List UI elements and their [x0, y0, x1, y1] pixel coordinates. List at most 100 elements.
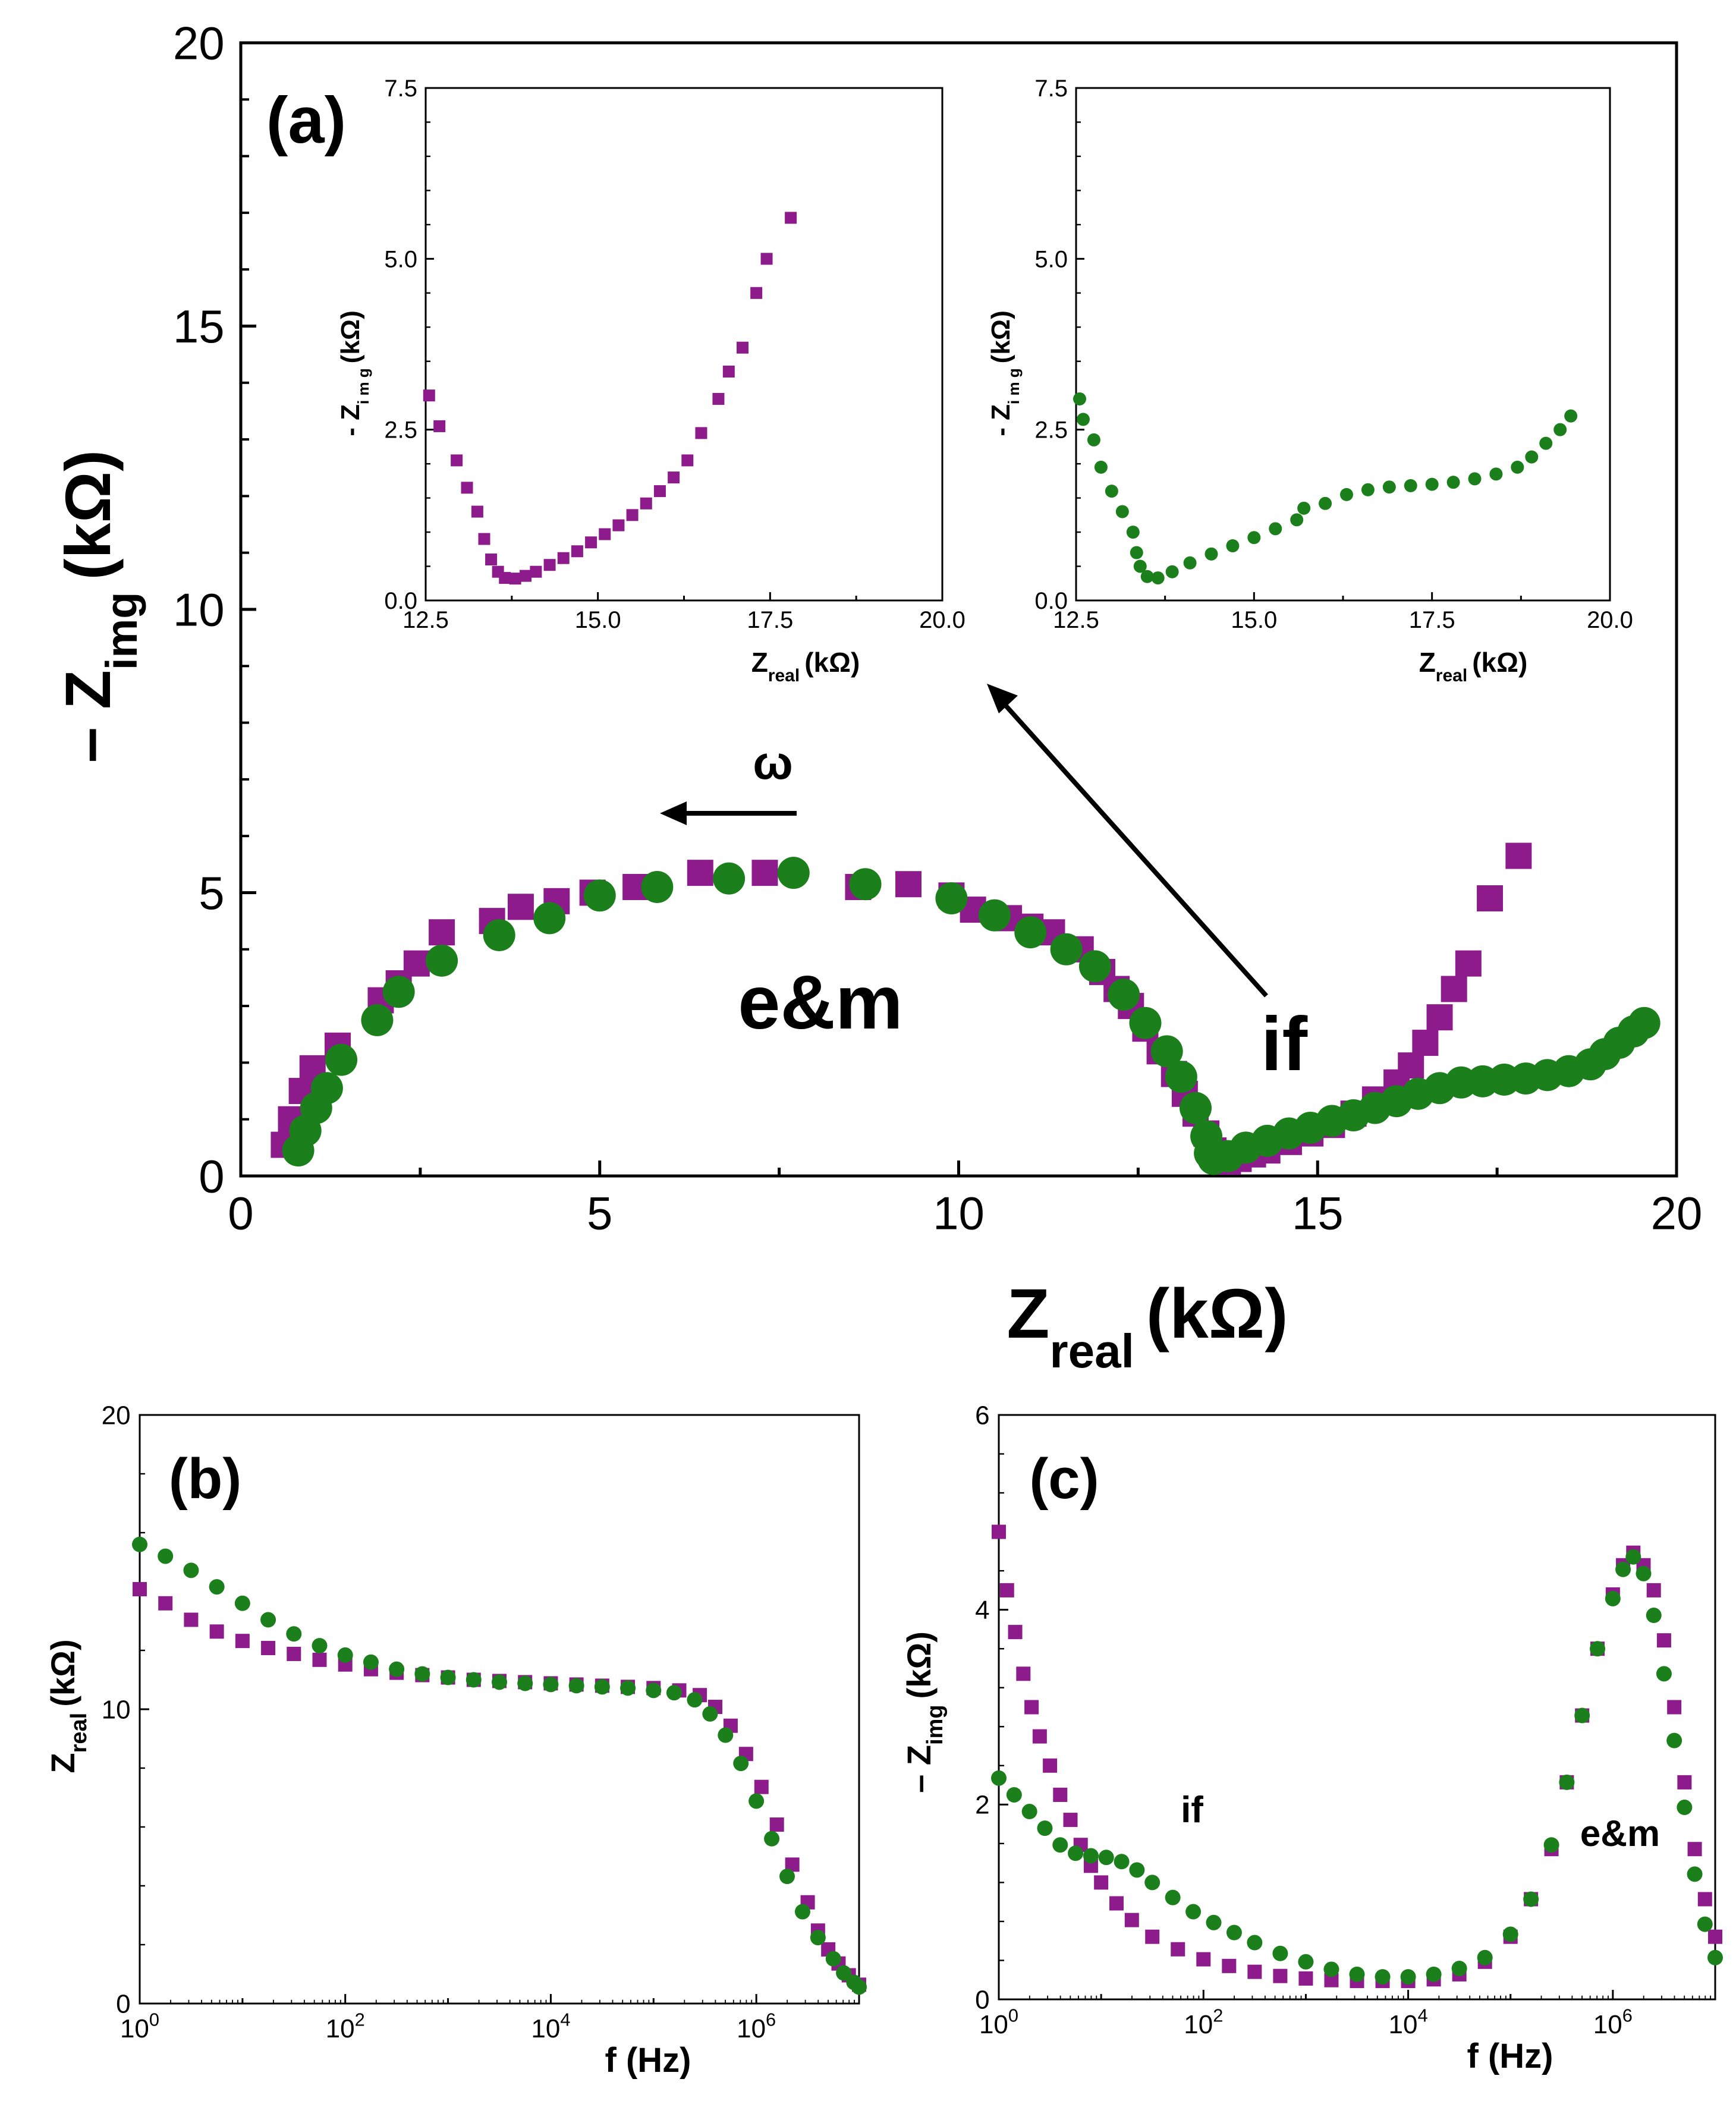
y-tick-label: 20 [173, 17, 225, 69]
data-point-circle [1269, 522, 1282, 536]
data-point-circle [794, 1904, 810, 1920]
data-point-circle [1605, 1590, 1621, 1606]
x-tick-label: 10 [933, 1187, 985, 1240]
x-tick-exp: 0 [149, 2009, 159, 2030]
data-point-circle [1144, 1875, 1161, 1891]
data-point-circle [620, 1680, 636, 1696]
data-point-square [999, 1583, 1014, 1597]
if-arrow-head [987, 684, 1018, 713]
y-tick-label: 0 [116, 1989, 130, 2018]
y-tick-label: 10 [102, 1695, 131, 1724]
data-point-square [1109, 1896, 1124, 1911]
data-point-square [1505, 842, 1532, 869]
data-point-circle [1590, 1641, 1606, 1657]
data-point-circle [1297, 501, 1311, 515]
plot-frame [1075, 87, 1611, 602]
data-point-circle [517, 1675, 533, 1691]
data-point-circle [1559, 1774, 1575, 1790]
data-point-circle [1150, 1035, 1183, 1068]
data-point-circle [1165, 565, 1179, 578]
x-label-sub: real [1049, 1325, 1134, 1377]
x-tick-label: 102 [1184, 2005, 1223, 2039]
x-tick-label: 15 [1292, 1187, 1344, 1240]
data-point-square [1667, 1700, 1682, 1715]
data-point-circle [594, 1679, 610, 1695]
annotation-if: if [1261, 1002, 1308, 1087]
data-point-circle [1298, 1954, 1314, 1970]
data-point-square [423, 389, 435, 402]
x-tick-exp: 4 [560, 2009, 570, 2030]
x-label-unit: (kΩ) [804, 647, 860, 678]
data-point-square [1171, 1942, 1185, 1957]
data-point-circle [810, 1930, 826, 1946]
data-point-square [209, 1624, 224, 1639]
data-point-square [1063, 1813, 1078, 1828]
data-point-circle [1105, 485, 1118, 498]
data-point-circle [935, 882, 968, 915]
data-point-square [530, 565, 542, 578]
data-point-circle [1021, 1804, 1037, 1820]
data-point-circle [764, 1831, 780, 1847]
data-point-circle [1646, 1608, 1662, 1624]
data-point-circle [836, 1965, 852, 1981]
x-axis-label: f (Hz) [605, 2041, 691, 2080]
data-point-circle [1489, 467, 1503, 481]
data-point-circle [583, 879, 616, 912]
data-point-square [681, 454, 694, 467]
data-point-circle [440, 1669, 456, 1685]
x-tick-label: 15.0 [575, 607, 621, 633]
y-label-main: – Z [900, 1745, 938, 1793]
data-point-circle [1323, 1961, 1339, 1977]
x-tick-exp: 2 [1213, 2005, 1223, 2026]
data-point-circle [310, 1072, 343, 1105]
y-tick-label: 7.5 [1034, 76, 1068, 102]
data-point-circle [1400, 1969, 1416, 1985]
y-tick-label: 0.0 [384, 588, 417, 614]
data-point-square [687, 860, 713, 886]
data-point-circle [1076, 413, 1090, 426]
data-point-circle [1543, 1837, 1559, 1853]
data-point-circle [1656, 1666, 1672, 1682]
data-point-circle [363, 1654, 379, 1670]
data-point-circle [414, 1666, 430, 1682]
y-tick-label: 2 [975, 1791, 989, 1820]
omega-arrow-head [660, 801, 687, 825]
data-point-circle [1574, 1707, 1590, 1724]
data-point-circle [702, 1706, 718, 1722]
data-point-square [1455, 950, 1482, 977]
data-point-circle [1037, 1820, 1053, 1836]
y-tick-label: 4 [975, 1596, 989, 1625]
x-tick-base: 10 [1389, 2010, 1418, 2039]
data-point-square [543, 559, 556, 571]
data-point-circle [286, 1626, 302, 1642]
data-point-circle [825, 1951, 841, 1967]
x-label-main: Z [1419, 647, 1436, 678]
y-label-sub: img [97, 592, 146, 670]
data-point-circle [1697, 1916, 1713, 1932]
data-point-circle [132, 1536, 147, 1552]
data-point-circle [1129, 1007, 1162, 1039]
data-point-square [895, 871, 922, 898]
x-tick-label: 106 [737, 2009, 776, 2043]
data-point-square [158, 1596, 173, 1611]
series-square [423, 212, 797, 585]
data-point-square [1398, 1052, 1424, 1079]
data-point-circle [1094, 460, 1108, 474]
data-point-square [478, 533, 490, 545]
annotation-em: e&m [1580, 1813, 1660, 1854]
x-label-sub: real [1436, 666, 1467, 685]
data-point-circle [543, 1677, 559, 1693]
x-tick-exp: 6 [766, 2009, 776, 2030]
x-tick-label: 100 [120, 2009, 159, 2043]
data-point-circle [991, 1770, 1007, 1786]
data-point-circle [209, 1579, 225, 1595]
x-tick-label: 17.5 [747, 607, 793, 633]
annotation-em: e&m [738, 960, 902, 1045]
data-point-square [1024, 1700, 1039, 1715]
x-tick-label: 20.0 [1587, 607, 1633, 633]
x-tick-label: 12.5 [1053, 607, 1099, 633]
x-tick-base: 10 [1593, 2010, 1622, 2039]
x-tick-exp: 4 [1417, 2005, 1427, 2026]
